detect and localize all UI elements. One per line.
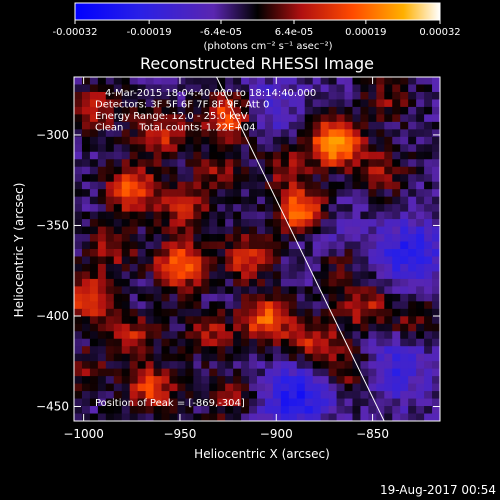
x-tick-label: −950 — [163, 427, 196, 441]
render-timestamp: 19-Aug-2017 00:54 — [380, 483, 496, 497]
heatmap-image — [74, 77, 440, 421]
colorbar-unit-label: (photons cm⁻² s⁻¹ asec⁻²) — [203, 41, 332, 52]
peak-position-label: Position of Peak = [-869,-304] — [95, 398, 245, 409]
x-tick-label: −900 — [260, 427, 293, 441]
axis-ticks: −1000 −950 −900 −850 −300 −350 −400 −450 — [36, 77, 440, 441]
solar-limb-line — [216, 77, 385, 421]
colorbar — [74, 2, 441, 21]
annotation-line: Clean Total counts: 1.22E+04 — [95, 123, 255, 134]
chart-title: Reconstructed RHESSI Image — [140, 54, 374, 73]
x-axis-label: Heliocentric X (arcsec) — [194, 447, 330, 461]
annotation-line: Detectors: 3F 5F 6F 7F 8F 9F, Att 0 — [95, 100, 269, 111]
colorbar-tick-label: -0.00019 — [127, 27, 172, 38]
colorbar-tick-label: -6.4e-05 — [200, 27, 242, 38]
annotation-block: 4-Mar-2015 18:04:40.000 to 18:14:40.000D… — [95, 88, 316, 134]
annotation-line: Energy Range: 12.0 - 25.0 keV — [95, 111, 248, 122]
colorbar-tick-label: 0.00019 — [345, 27, 386, 38]
colorbar-tick-label: 6.4e-05 — [275, 27, 313, 38]
colorbar-tick-label: 0.00032 — [419, 27, 460, 38]
colorbar-tick-label: -0.00032 — [53, 27, 98, 38]
y-tick-label: −450 — [36, 400, 69, 414]
colorbar-ticks: -0.00032 -0.00019 -6.4e-05 6.4e-05 0.00019 0.… — [53, 20, 461, 38]
x-tick-label: −850 — [356, 427, 389, 441]
y-tick-label: −400 — [36, 309, 69, 323]
x-tick-label: −1000 — [63, 427, 104, 441]
y-tick-label: −350 — [36, 218, 69, 232]
plot-frame — [73, 76, 441, 422]
y-axis-label: Heliocentric Y (arcsec) — [12, 183, 26, 318]
annotation-line: 4-Mar-2015 18:04:40.000 to 18:14:40.000 — [105, 88, 316, 99]
y-tick-label: −300 — [36, 128, 69, 142]
